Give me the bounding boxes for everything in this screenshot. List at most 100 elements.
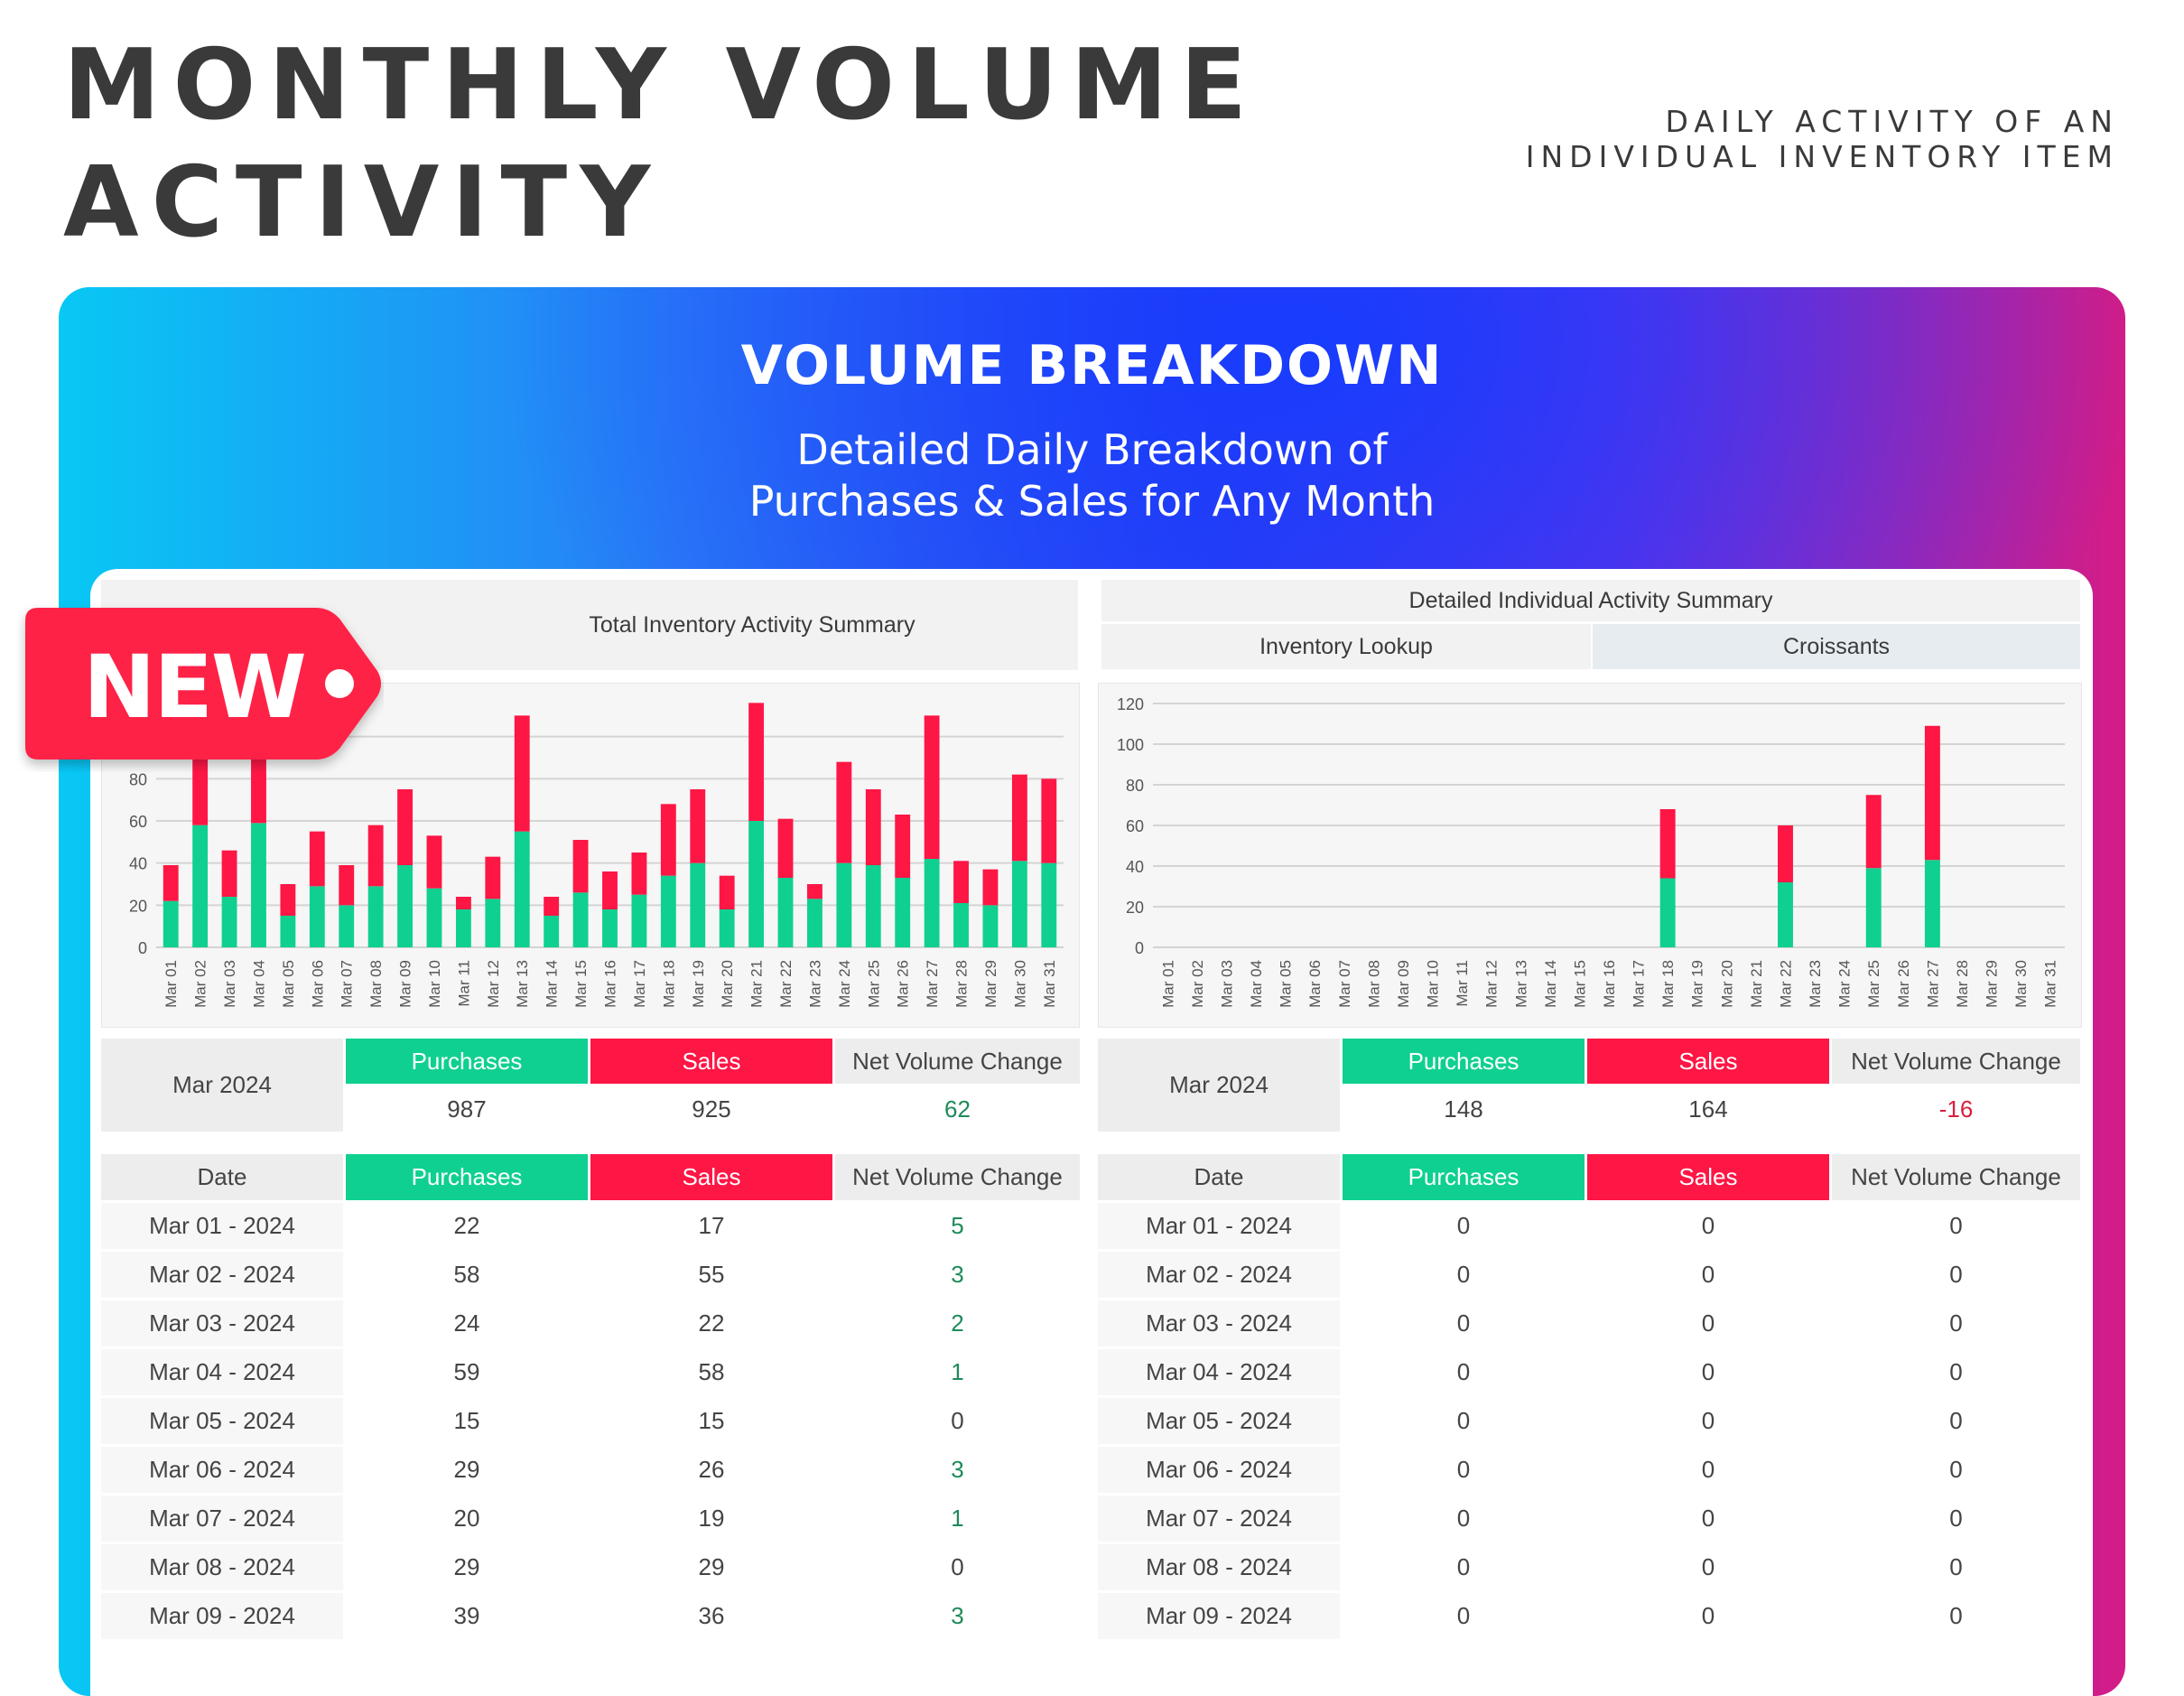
sales-bar: [367, 825, 384, 887]
net-cell: 3: [835, 1252, 1080, 1298]
date-cell: Mar 01 - 2024: [101, 1203, 343, 1249]
sales-cell: 26: [590, 1447, 832, 1493]
purchases-bar: [367, 886, 384, 947]
x-tick-label: Mar 25: [1865, 960, 1882, 1008]
purchases-cell: 29: [346, 1544, 588, 1590]
sales-bar: [895, 815, 911, 878]
sales-bar: [1041, 778, 1057, 863]
purchases-bar: [807, 899, 822, 947]
section-subtitle-line2: Purchases & Sales for Any Month: [748, 477, 1436, 526]
x-tick-label: Mar 04: [250, 960, 267, 1008]
x-tick-label: Mar 06: [1306, 960, 1324, 1008]
x-tick-label: Mar 13: [1512, 960, 1529, 1008]
left-daily-purchases-header: Purchases: [346, 1154, 588, 1200]
sales-bar: [544, 897, 560, 916]
x-tick-label: Mar 13: [514, 960, 531, 1008]
x-tick-label: Mar 20: [1718, 960, 1735, 1008]
x-tick-label: Mar 12: [485, 960, 502, 1008]
y-tick-label: 120: [1117, 695, 1144, 713]
x-tick-label: Mar 27: [924, 960, 941, 1008]
net-cell: 0: [1832, 1252, 2080, 1298]
left-month-cell: Mar 2024: [101, 1039, 343, 1132]
sales-bar: [572, 840, 589, 893]
x-tick-label: Mar 28: [953, 960, 971, 1008]
sales-bar: [953, 861, 969, 903]
page-subtitle-line2: INDIVIDUAL INVENTORY ITEM: [1525, 139, 2119, 174]
purchases-bar: [602, 909, 618, 947]
y-tick-label: 80: [129, 770, 147, 788]
section-subtitle-line1: Detailed Daily Breakdown of: [796, 425, 1388, 474]
purchases-cell: 29: [346, 1447, 588, 1493]
left-purchases-header: Purchases: [346, 1039, 588, 1084]
x-tick-label: Mar 17: [1631, 960, 1648, 1008]
sales-bar: [631, 853, 647, 895]
net-cell: 0: [1832, 1203, 2080, 1249]
purchases-bar: [455, 909, 471, 947]
x-tick-label: Mar 02: [192, 960, 209, 1008]
net-cell: 1: [835, 1349, 1080, 1395]
purchases-bar: [895, 878, 911, 947]
x-tick-label: Mar 28: [1954, 960, 1971, 1008]
net-cell: 1: [835, 1496, 1080, 1542]
section-title: VOLUME BREAKDOWN: [740, 334, 1444, 397]
x-tick-label: Mar 15: [572, 960, 590, 1008]
x-tick-label: Mar 07: [1336, 960, 1353, 1008]
net-cell: 2: [835, 1300, 1080, 1347]
x-tick-label: Mar 16: [1601, 960, 1618, 1008]
x-tick-label: Mar 29: [1984, 960, 2001, 1008]
sales-cell: 22: [590, 1300, 832, 1347]
x-tick-label: Mar 10: [1425, 960, 1442, 1008]
right-daily-purchases-header: Purchases: [1343, 1154, 1585, 1200]
left-daily-table: Date Purchases Sales Net Volume Change M…: [98, 1151, 1083, 1642]
inventory-lookup-text: Inventory Lookup: [1259, 633, 1433, 659]
sales-cell: 0: [1587, 1544, 1829, 1590]
y-tick-label: 0: [138, 939, 147, 957]
date-cell: Mar 03 - 2024: [1098, 1300, 1340, 1347]
purchases-bar: [485, 899, 501, 947]
x-tick-label: Mar 11: [455, 960, 472, 1007]
x-tick-label: Mar 27: [1924, 960, 1941, 1008]
date-cell: Mar 05 - 2024: [101, 1398, 343, 1444]
sales-bar: [719, 875, 735, 909]
x-tick-label: Mar 14: [544, 960, 561, 1008]
purchases-bar: [339, 905, 355, 947]
sales-bar: [221, 850, 237, 897]
table-row: Mar 06 - 2024 29 26 3: [101, 1447, 1080, 1493]
purchases-cell: 39: [346, 1593, 588, 1639]
page-subtitle: DAILY ACTIVITY OF AN INDIVIDUAL INVENTOR…: [1526, 104, 2119, 174]
x-tick-label: Mar 17: [631, 960, 648, 1008]
y-tick-label: 20: [1126, 899, 1144, 917]
individual-activity-chart: 0 20 40 60 80 100 120 Mar 01 Mar 02 Mar 03 Mar 04 M…: [1098, 683, 2082, 1028]
date-cell: Mar 04 - 2024: [1098, 1349, 1340, 1395]
right-total-sales: 164: [1587, 1086, 1829, 1132]
x-tick-label: Mar 09: [397, 960, 414, 1008]
date-cell: Mar 09 - 2024: [1098, 1593, 1340, 1639]
purchases-cell: 0: [1343, 1496, 1585, 1542]
sales-bar: [309, 831, 325, 887]
x-tick-label: Mar 22: [777, 960, 795, 1008]
date-cell: Mar 08 - 2024: [1098, 1544, 1340, 1590]
purchases-bar: [660, 875, 676, 947]
table-row: Mar 08 - 2024 29 29 0: [101, 1544, 1080, 1590]
x-tick-label: Mar 23: [1807, 960, 1824, 1008]
net-cell: 0: [1832, 1496, 2080, 1542]
date-cell: Mar 05 - 2024: [1098, 1398, 1340, 1444]
left-daily-net-header: Net Volume Change: [835, 1154, 1080, 1200]
sales-bar: [397, 789, 413, 865]
purchases-cell: 0: [1343, 1544, 1585, 1590]
y-tick-label: 80: [1126, 777, 1144, 795]
date-cell: Mar 06 - 2024: [101, 1447, 343, 1493]
purchases-cell: 0: [1343, 1349, 1585, 1395]
purchases-bar: [748, 821, 765, 947]
purchases-bar: [924, 859, 940, 947]
purchases-bar: [251, 823, 266, 947]
purchases-cell: 22: [346, 1203, 588, 1249]
right-totals-table: Mar 2024 Purchases Sales Net Volume Chan…: [1095, 1036, 2083, 1134]
net-cell: 3: [835, 1593, 1080, 1639]
purchases-cell: 59: [346, 1349, 588, 1395]
purchases-bar: [397, 865, 413, 947]
inventory-lookup-select[interactable]: Croissants: [1593, 624, 2080, 669]
purchases-bar: [1924, 860, 1940, 947]
left-total-sales: 925: [590, 1086, 832, 1132]
y-tick-label: 40: [129, 855, 147, 873]
